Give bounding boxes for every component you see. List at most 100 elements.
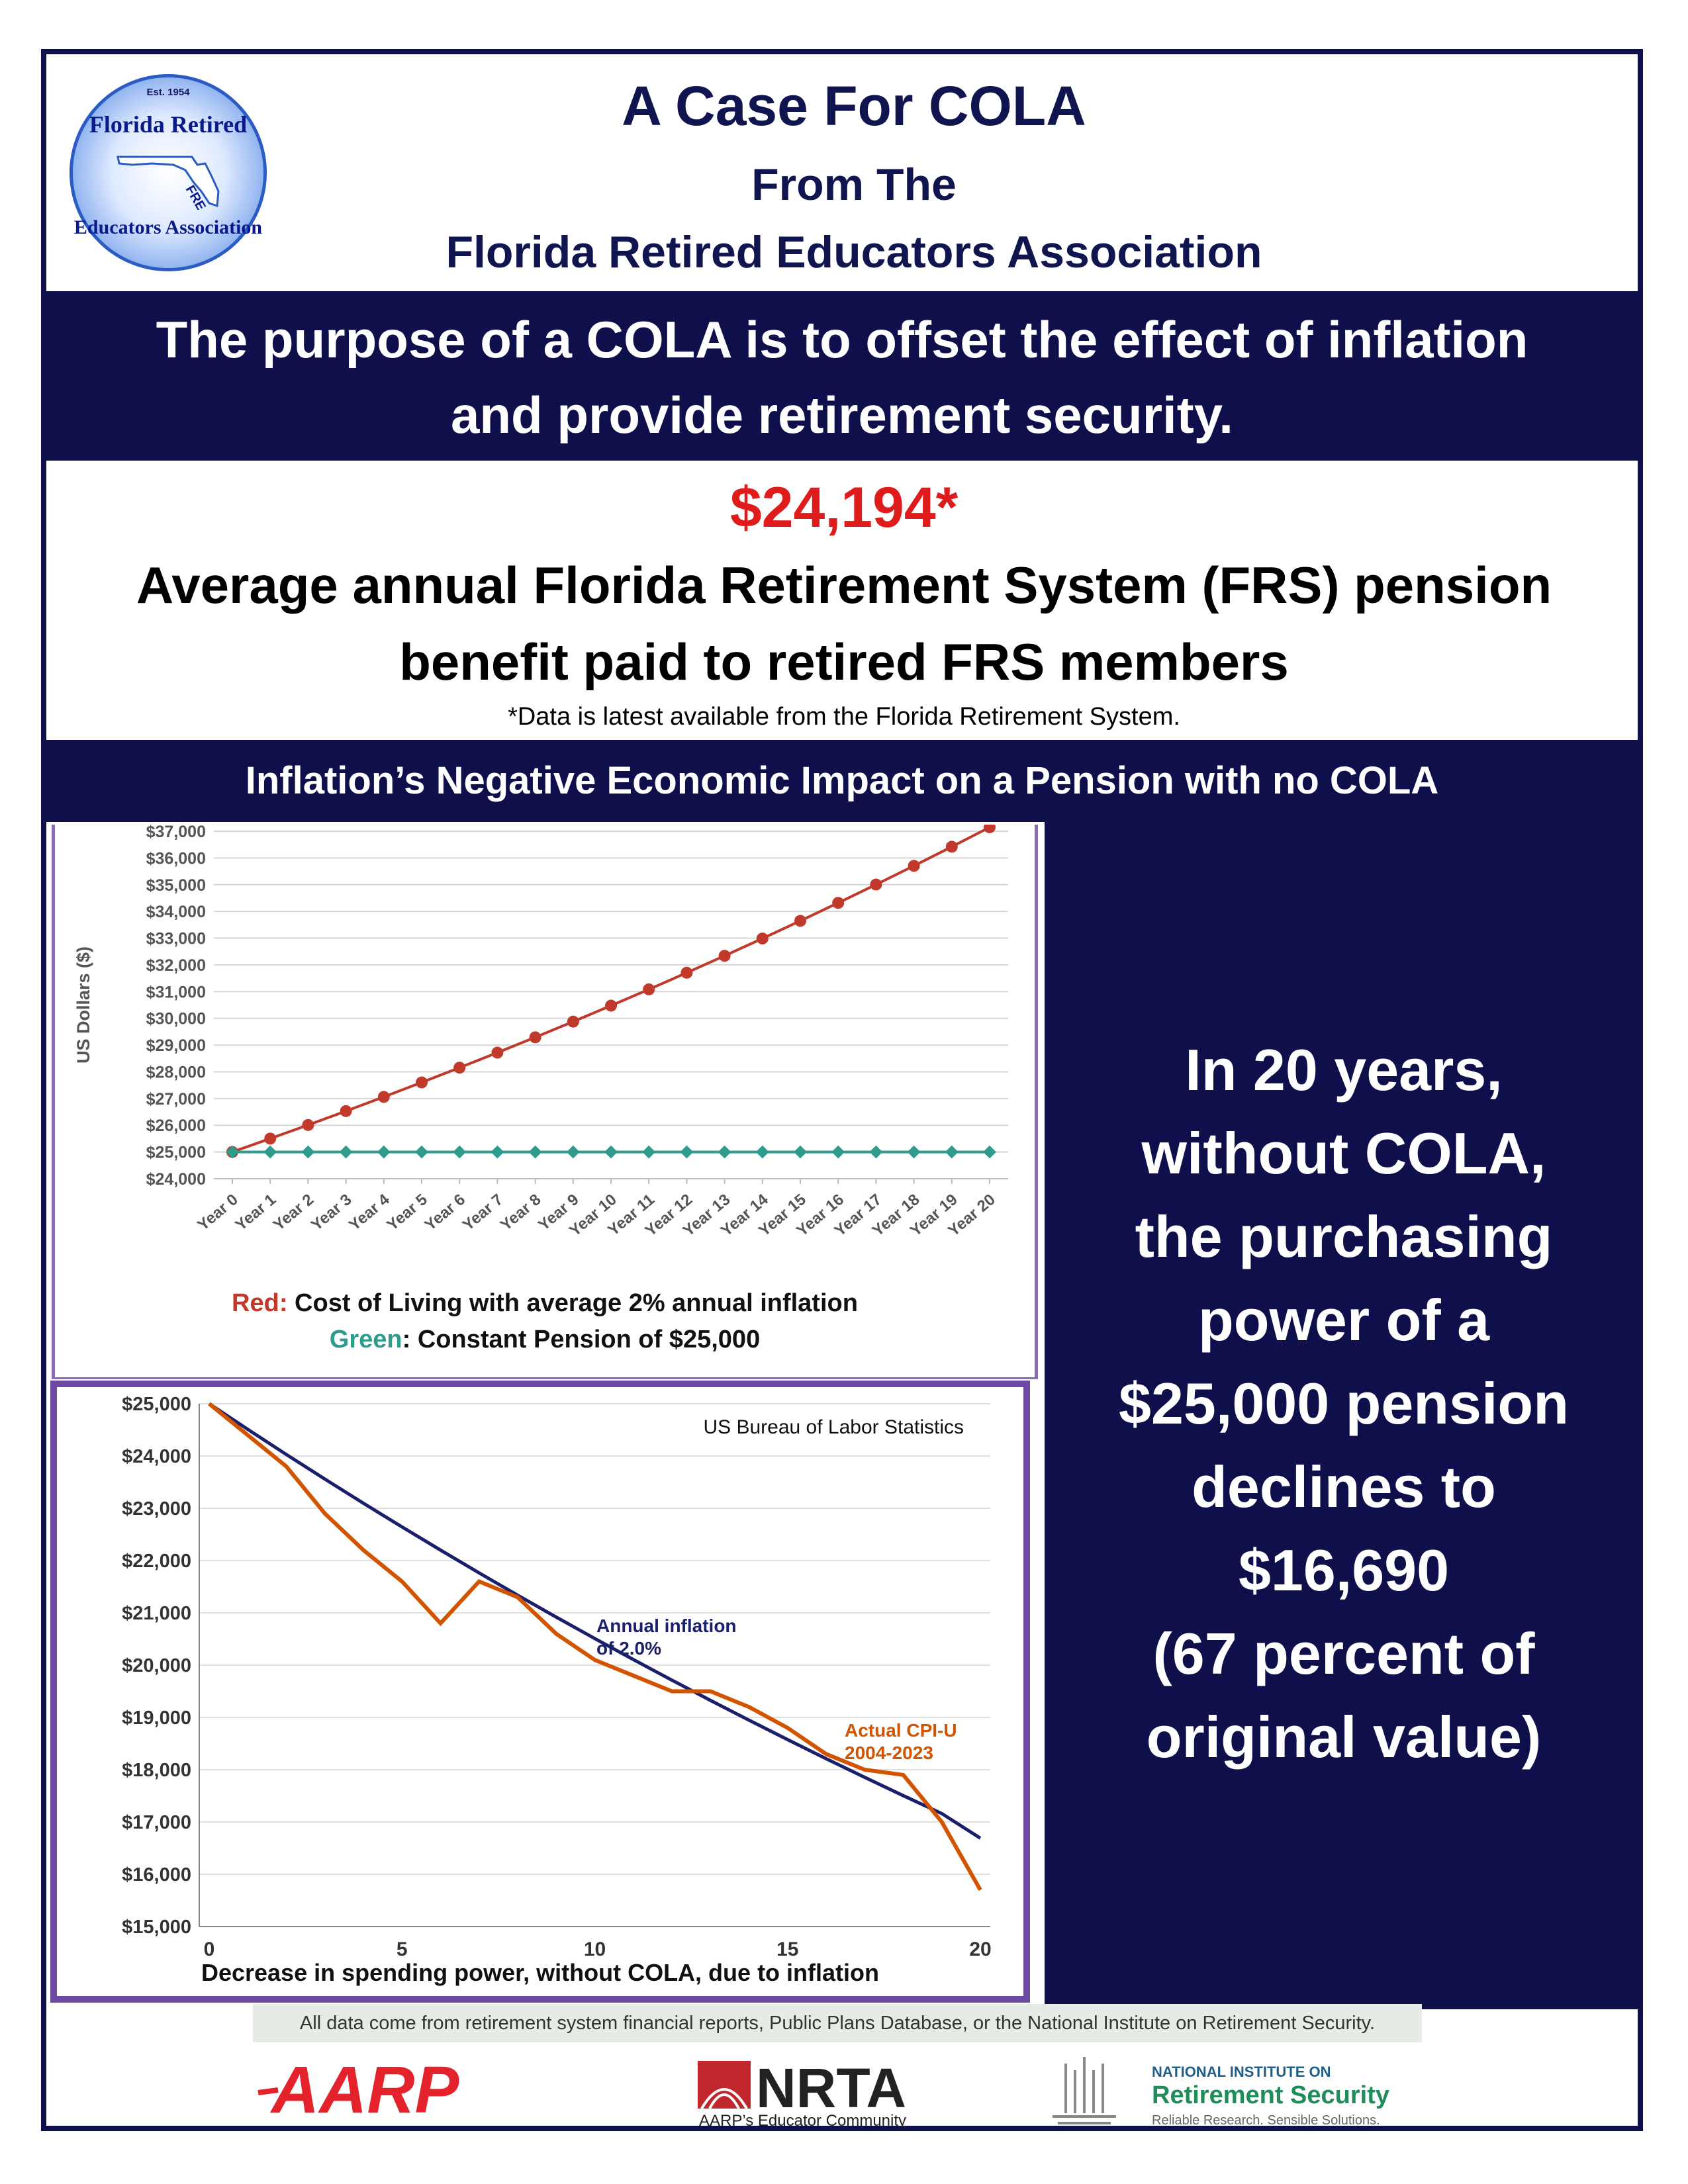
summary-line: $16,690 xyxy=(1238,1537,1450,1603)
chart-source-label: US Bureau of Labor Statistics xyxy=(703,1416,964,1438)
page-title: A Case For COLA xyxy=(622,75,1086,137)
y-tick-label: $23,000 xyxy=(122,1498,191,1520)
summary-line: original value) xyxy=(1146,1704,1542,1770)
data-point xyxy=(643,983,655,995)
nirs-logo: NATIONAL INSTITUTE ON Retirement Securit… xyxy=(1053,2057,1389,2128)
summary-line: without COLA, xyxy=(1141,1120,1546,1186)
data-point xyxy=(680,966,693,979)
summary-line: the purchasing xyxy=(1135,1204,1553,1269)
y-tick-label: $25,000 xyxy=(146,1144,206,1162)
data-point xyxy=(453,1062,466,1074)
x-tick-label: Year 8 xyxy=(497,1191,545,1234)
logo-top-text: Florida Retired xyxy=(89,111,248,138)
y-tick-label: $21,000 xyxy=(122,1603,191,1624)
data-point xyxy=(567,1015,579,1028)
legend-green-label: Green xyxy=(330,1326,402,1353)
purpose-line-2: and provide retirement security. xyxy=(451,386,1233,444)
series-line-actual-cpi xyxy=(208,1402,982,1891)
series-label: 2004-2023 xyxy=(845,1743,933,1763)
nrta-logo: NRTA AARP’s Educator Community xyxy=(698,2057,906,2130)
y-tick-label: $37,000 xyxy=(146,825,206,841)
x-tick-label: Year 0 xyxy=(194,1191,242,1234)
chart2-svg: $15,000 $16,000 $17,000 $18,000 $19,000 $20,0… xyxy=(122,1394,992,1986)
data-point xyxy=(491,1145,504,1159)
y-tick-label: $33,000 xyxy=(146,930,206,948)
data-point xyxy=(984,821,996,833)
data-point xyxy=(794,1145,807,1159)
data-point xyxy=(263,1145,277,1159)
x-tick-label: 5 xyxy=(397,1938,408,1960)
y-tick-label: $27,000 xyxy=(146,1090,206,1109)
data-point xyxy=(604,1145,618,1159)
chart1-svg: $24,000 $25,000 $26,000 $27,000 $28,000 $29,0… xyxy=(73,821,1008,1353)
aarp-logo: AARP xyxy=(258,2053,459,2124)
data-point xyxy=(718,950,731,962)
nrta-tagline: AARP’s Educator Community xyxy=(699,2112,906,2130)
data-point xyxy=(566,1145,580,1159)
y-tick-label: $32,000 xyxy=(146,956,206,975)
nirs-tagline: Reliable Research. Sensible Solutions. xyxy=(1152,2113,1380,2128)
logo-bottom-text: Educators Association xyxy=(73,216,263,238)
series-line-cost-of-living xyxy=(232,826,990,1154)
frea-logo: Est. 1954 Florida Retired FREA Educators… xyxy=(70,74,267,271)
nrta-text: NRTA xyxy=(756,2057,906,2119)
page-subtitle: From The xyxy=(751,159,957,210)
y-tick-label: $36,000 xyxy=(146,849,206,868)
y-tick-label: $31,000 xyxy=(146,983,206,1001)
x-tick-label: Year 7 xyxy=(459,1191,507,1234)
stat-footnote: *Data is latest available from the Flori… xyxy=(508,703,1180,731)
y-tick-label: $18,000 xyxy=(122,1760,191,1781)
x-tick-label: 15 xyxy=(776,1938,798,1960)
y-tick-label: $24,000 xyxy=(122,1446,191,1467)
legend-red: Red: Cost of Living with average 2% annu… xyxy=(232,1289,858,1317)
data-point xyxy=(718,1145,731,1159)
purpose-line-1: The purpose of a COLA is to offset the e… xyxy=(156,310,1528,369)
data-point xyxy=(264,1132,277,1145)
chart-caption: Decrease in spending power, without COLA… xyxy=(201,1959,879,1986)
legend-green: Green: Constant Pension of $25,000 xyxy=(330,1326,760,1353)
stat-line-1: Average annual Florida Retirement System… xyxy=(136,556,1552,614)
x-tick-label: 20 xyxy=(969,1938,991,1960)
chart-spending-power: $15,000 $16,000 $17,000 $18,000 $19,000 $20,0… xyxy=(50,1381,1030,2003)
summary-line: In 20 years, xyxy=(1185,1037,1503,1103)
y-tick-label: $24,000 xyxy=(146,1170,206,1189)
data-point xyxy=(491,1046,504,1059)
y-tick-label: $29,000 xyxy=(146,1036,206,1055)
summary-line: power of a xyxy=(1197,1287,1490,1353)
summary-line: $25,000 pension xyxy=(1119,1371,1569,1436)
legend-red-text: Cost of Living with average 2% annual in… xyxy=(288,1289,858,1317)
x-tick-label: Year 5 xyxy=(383,1191,431,1234)
x-tick-label: Year 6 xyxy=(422,1191,469,1234)
y-tick-label: $25,000 xyxy=(122,1394,191,1415)
y-tick-label: $26,000 xyxy=(146,1116,206,1135)
y-tick-label: $35,000 xyxy=(146,876,206,895)
data-point xyxy=(983,1145,996,1159)
series-label: Annual inflation xyxy=(596,1615,737,1636)
data-point xyxy=(416,1076,428,1089)
data-point xyxy=(831,1145,845,1159)
legend-green-text: : Constant Pension of $25,000 xyxy=(402,1326,761,1353)
x-tick-label: Year 1 xyxy=(232,1191,280,1234)
x-tick-label: 0 xyxy=(204,1938,215,1960)
data-point xyxy=(945,841,958,853)
stat-line-2: benefit paid to retired FRS members xyxy=(399,633,1289,691)
data-point xyxy=(340,1105,352,1117)
logo-est-text: Est. 1954 xyxy=(146,87,190,98)
y-tick-label: $15,000 xyxy=(122,1917,191,1938)
data-point xyxy=(907,1145,921,1159)
data-point xyxy=(945,1145,959,1159)
data-point xyxy=(832,897,845,909)
y-tick-label: $16,000 xyxy=(122,1864,191,1886)
stat-description: Average annual Florida Retirement System… xyxy=(46,547,1642,700)
data-point xyxy=(377,1091,390,1103)
summary-panel: In 20 years, without COLA, the purchasing p… xyxy=(1045,822,1643,2009)
y-tick-label: $17,000 xyxy=(122,1812,191,1833)
series-line-annual-inflation xyxy=(208,1402,982,1840)
data-source-note: All data come from retirement system fin… xyxy=(253,2004,1422,2042)
y-tick-label: $30,000 xyxy=(146,1010,206,1028)
summary-text: In 20 years, without COLA, the purchasing p… xyxy=(1045,1028,1643,1779)
data-point xyxy=(794,915,806,927)
aarp-text: AARP xyxy=(269,2053,459,2124)
section-heading: Inflation’s Negative Economic Impact on … xyxy=(41,740,1643,822)
y-tick-label: $19,000 xyxy=(122,1707,191,1729)
